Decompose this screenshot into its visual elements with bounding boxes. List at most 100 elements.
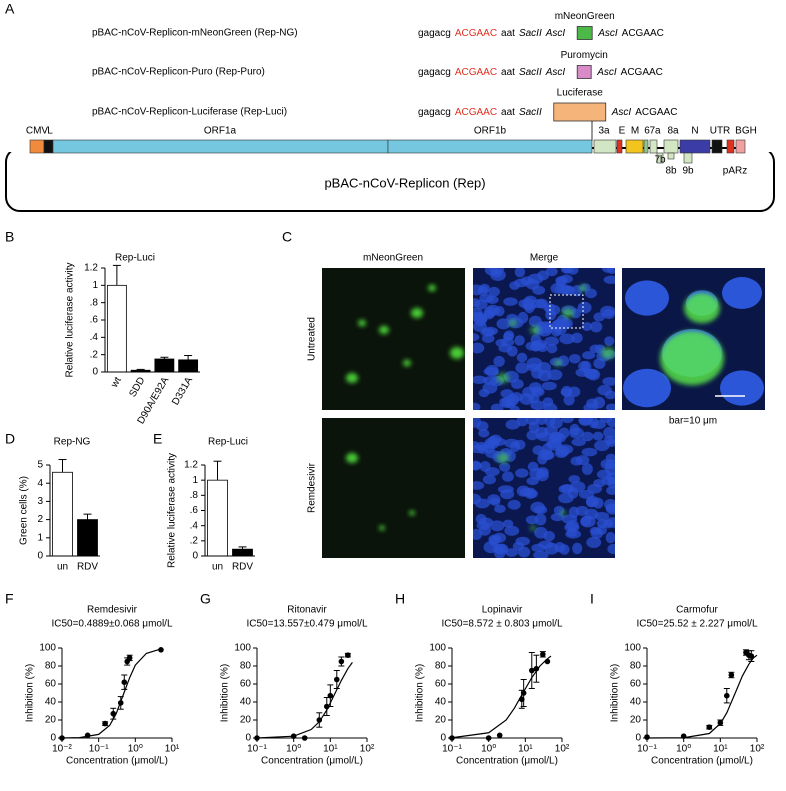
genome-segment [726, 139, 735, 154]
data-point [528, 667, 535, 674]
data-point [544, 658, 551, 665]
nucleus [568, 386, 581, 398]
y-tick-label: 100 [234, 643, 251, 654]
nucleus [482, 382, 498, 394]
nucleus [479, 293, 495, 303]
y-tick-label: 1.2 [184, 460, 198, 471]
genome-segment [656, 152, 664, 164]
chart-title: Remdesivir [87, 605, 138, 616]
nucleus [525, 279, 540, 290]
sequence-part: ACGAAC [455, 28, 497, 39]
nucleus [596, 518, 608, 528]
y-tick-label: 1 [37, 532, 43, 543]
nucleus [606, 486, 615, 495]
sequence-part: SacII [519, 107, 542, 118]
x-tick-label: wt [109, 375, 124, 390]
nucleus [473, 375, 488, 385]
sequence-part: ACGAAC [455, 107, 497, 118]
nucleus [606, 418, 615, 428]
nucleus [605, 403, 615, 410]
nucleus [483, 444, 495, 454]
nucleus [499, 462, 511, 472]
nucleus [516, 418, 529, 427]
genome-label: 3a [598, 126, 610, 137]
nucleus [473, 333, 480, 342]
y-tick-label: 0 [245, 733, 251, 744]
micrograph [322, 268, 465, 410]
micrograph [322, 418, 465, 558]
nucleus [505, 394, 520, 407]
nucleus [481, 334, 495, 343]
x-tick-label: un [212, 562, 223, 573]
sequence: gagacg ACGAAC aat SacII [418, 107, 542, 118]
nucleus [514, 268, 526, 278]
chart-title: Carmofur [676, 605, 718, 616]
y-tick-label: 100 [429, 643, 446, 654]
genome-label: 6 [644, 126, 650, 137]
y-axis-label: Green cells (%) [19, 476, 30, 545]
gene-box [553, 102, 607, 122]
y-tick-label: 2 [37, 514, 43, 525]
nucleus [593, 312, 605, 322]
y-axis-label: Inhibition (%) [220, 664, 231, 722]
gene-label: mNeonGreen [555, 11, 615, 22]
nucleus [575, 368, 590, 377]
nucleus [605, 503, 615, 513]
data-point [158, 647, 164, 653]
gene-box [576, 26, 593, 40]
nucleus [722, 277, 762, 309]
nucleus [569, 423, 580, 436]
genome-label: pARz [723, 166, 747, 177]
nucleus [483, 541, 498, 554]
y-tick-label: 60 [240, 679, 252, 690]
data-point [533, 665, 540, 672]
sequence-part: ACGAAC [455, 67, 497, 78]
sequence-part: gagacg [418, 28, 451, 39]
nucleus [605, 531, 615, 544]
genome-label: 7a [649, 126, 661, 137]
nucleus [559, 333, 575, 345]
nucleus [592, 431, 604, 441]
nucleus [590, 321, 603, 333]
green-cell [660, 330, 724, 386]
chart-subtitle: IC50=13.557±0.479 μmol/L [246, 619, 367, 630]
y-tick-label: 80 [630, 661, 642, 672]
nucleus [525, 418, 540, 426]
data-point [290, 733, 297, 739]
nucleus [522, 302, 537, 311]
y-tick-label: 40 [45, 697, 57, 708]
genome-label: 8b [665, 166, 677, 177]
nucleus [546, 343, 558, 354]
y-tick-label: .4 [90, 332, 99, 343]
panel-label: A [5, 1, 15, 17]
data-point [345, 652, 351, 658]
y-tick-label: 1 [192, 475, 198, 486]
nucleus [582, 351, 596, 360]
green-cell [409, 510, 415, 516]
x-tick-label: 10² [555, 744, 570, 755]
genome-label: E [619, 126, 626, 137]
nucleus [473, 402, 481, 410]
nucleus [602, 376, 615, 386]
nucleus [517, 546, 531, 558]
data-point [327, 692, 334, 699]
x-axis-label: Concentration (μmol/L) [261, 756, 363, 767]
data-point [126, 655, 133, 661]
y-tick-label: 40 [435, 697, 447, 708]
green-cell [403, 359, 411, 367]
nucleus [473, 312, 484, 322]
nucleus [484, 268, 500, 276]
y-tick-label: .2 [190, 535, 199, 546]
data-point [323, 703, 330, 710]
green-cell [530, 325, 540, 335]
nucleus [490, 520, 505, 532]
nucleus [519, 487, 534, 497]
y-tick-label: 1 [92, 280, 98, 291]
y-tick-label: 4 [37, 478, 43, 489]
green-cell [346, 452, 358, 464]
genome-segment [663, 139, 679, 154]
nucleus [581, 463, 593, 476]
nucleus [515, 362, 529, 374]
plasmid-title: pBAC-nCoV-Replicon (Rep) [324, 175, 485, 190]
